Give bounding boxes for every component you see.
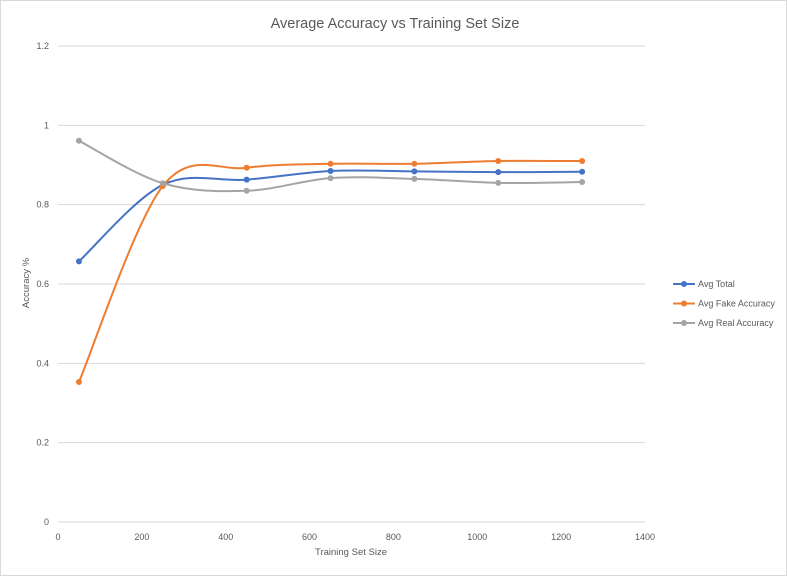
y-tick-label: 0.6 <box>36 279 49 289</box>
data-point-0-5 <box>495 169 502 176</box>
y-tick-label: 1 <box>44 120 49 130</box>
x-tick-label: 800 <box>386 532 401 542</box>
data-point-2-6 <box>579 179 586 186</box>
legend-label-2: Avg Real Accuracy <box>698 318 774 328</box>
y-tick-label: 0.8 <box>36 200 49 210</box>
data-point-0-2 <box>243 176 250 183</box>
data-point-2-4 <box>411 175 418 182</box>
y-tick-labels: 0 0.2 0.4 0.6 0.8 1 1.2 <box>36 41 49 527</box>
x-tick-label: 1400 <box>635 532 655 542</box>
legend-label-0: Avg Total <box>698 279 735 289</box>
series-line-1 <box>77 159 584 383</box>
y-tick-label: 0.4 <box>36 358 49 368</box>
x-tick-label: 400 <box>218 532 233 542</box>
legend-swatch-marker-1 <box>681 300 687 307</box>
x-tick-label: 600 <box>302 532 317 542</box>
data-point-1-2 <box>243 164 250 171</box>
data-point-1-3 <box>327 160 334 167</box>
legend: Avg Total Avg Fake Accuracy Avg Real Accur… <box>673 279 775 328</box>
data-point-2-0 <box>75 137 82 144</box>
y-tick-label: 0.2 <box>36 438 49 448</box>
series-line-0 <box>77 169 584 263</box>
x-tick-label: 200 <box>134 532 149 542</box>
y-tick-label: 0 <box>44 517 49 527</box>
data-point-2-5 <box>495 179 502 186</box>
x-tick-labels: 0 200 400 600 800 1000 1200 1400 <box>55 532 655 542</box>
data-point-0-0 <box>75 258 82 265</box>
chart-title: Average Accuracy vs Training Set Size <box>271 16 520 32</box>
data-point-1-6 <box>579 158 586 165</box>
data-point-0-6 <box>579 168 586 175</box>
x-axis-label: Training Set Size <box>315 547 387 558</box>
y-axis-label: Accuracy % <box>21 257 32 308</box>
x-tick-label: 1000 <box>467 532 487 542</box>
data-point-0-3 <box>327 167 334 174</box>
legend-swatch-marker-2 <box>681 320 687 326</box>
gridlines <box>58 45 645 523</box>
data-point-2-1 <box>159 180 166 187</box>
x-tick-label: 1200 <box>551 532 571 542</box>
data-point-2-3 <box>327 175 334 182</box>
y-tick-label: 1.2 <box>36 41 49 51</box>
data-point-0-4 <box>411 168 418 175</box>
data-point-1-4 <box>411 160 418 167</box>
x-tick-label: 0 <box>55 532 60 542</box>
data-point-1-5 <box>495 158 502 165</box>
data-point-1-0 <box>75 378 82 385</box>
data-point-2-2 <box>243 187 250 194</box>
series-points <box>75 137 586 385</box>
legend-swatch-marker-0 <box>681 281 687 287</box>
legend-label-1: Avg Fake Accuracy <box>698 299 775 309</box>
